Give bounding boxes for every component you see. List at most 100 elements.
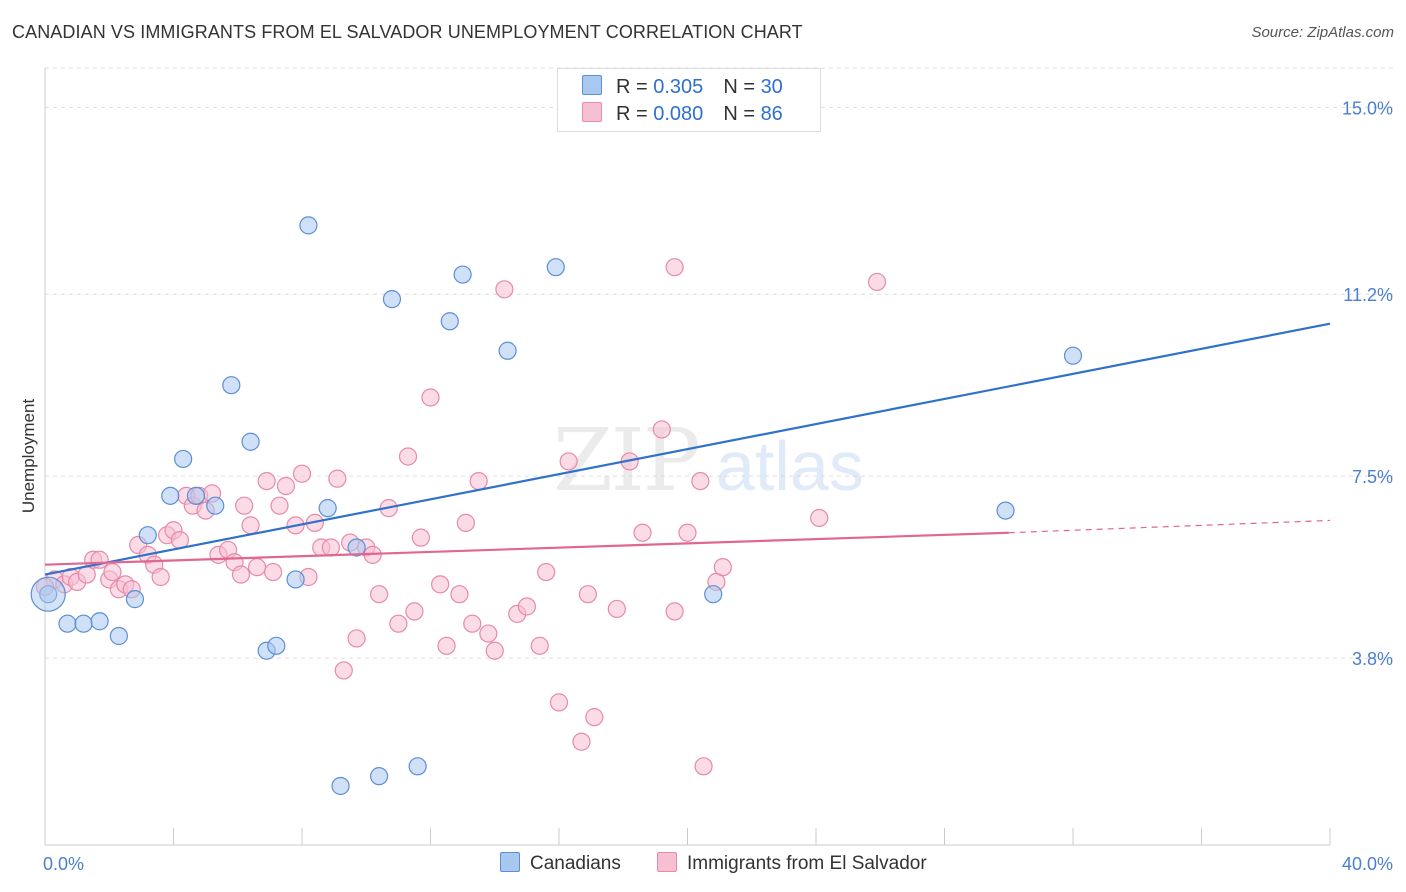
salvador-point (389, 614, 408, 633)
salvador-point (276, 476, 296, 496)
canadian-point (125, 590, 145, 609)
n-value-salvador: 86 (760, 103, 783, 125)
salvador-point (572, 732, 591, 751)
canadian-point (174, 449, 193, 469)
salvador-point (247, 558, 267, 577)
y-tick-label: 15.0% (1342, 98, 1393, 118)
y-axis-label: Unemployment (19, 399, 38, 514)
series-immigrants-el-salvador (35, 258, 887, 776)
salvador-point (241, 516, 260, 535)
canadian-point (138, 526, 157, 545)
salvador-point (691, 471, 710, 491)
salvador-point (231, 565, 251, 584)
canadian-point (347, 538, 366, 557)
x-tick-label-max: 40.0% (1342, 854, 1393, 874)
canadian-point (222, 376, 241, 395)
n-label: N = (723, 76, 761, 98)
canadian-point (498, 341, 517, 360)
salvador-point (292, 464, 312, 483)
salvador-point (235, 496, 254, 515)
canadian-point (453, 265, 472, 284)
zipatlas-watermark: ZIP atlas (553, 411, 864, 511)
svg-text:atlas: atlas (716, 427, 864, 505)
salvador-point (665, 602, 684, 621)
salvador-point (270, 496, 289, 515)
salvador-legend-label: Immigrants from El Salvador (687, 853, 927, 874)
salvador-point (398, 447, 418, 466)
canadian-point (318, 499, 337, 518)
canadian-point (161, 486, 180, 505)
salvador-point (347, 629, 366, 648)
salvador-point (431, 575, 450, 594)
salvador-point (421, 388, 440, 407)
bottom-legend-salvador[interactable]: Immigrants from El Salvador (657, 852, 927, 875)
series-canadians (30, 216, 1083, 796)
salvador-point (578, 585, 598, 604)
canadians-legend-swatch (500, 852, 520, 872)
r-value-canadians: 0.305 (653, 76, 704, 98)
canadian-point (286, 570, 305, 589)
salvador-point (450, 585, 469, 604)
x-tick-label-min: 0.0% (43, 854, 84, 874)
canadian-point (74, 614, 93, 633)
r-label: R = (616, 103, 654, 125)
canadian-point (546, 258, 565, 277)
canadians-trendline (44, 322, 1331, 576)
y-tick-label: 7.5% (1352, 467, 1393, 487)
salvador-point (463, 614, 482, 633)
salvador-point (678, 523, 697, 542)
salvador-point (263, 562, 283, 582)
y-tick-label: 11.2% (1343, 285, 1393, 305)
salvador-point (469, 471, 488, 491)
salvador-point (530, 636, 549, 655)
canadian-point (206, 496, 225, 515)
salvador-point (411, 528, 430, 547)
canadian-point (186, 486, 206, 505)
salvador-point (437, 636, 456, 655)
canadian-point (996, 501, 1015, 520)
salvador-point (456, 513, 475, 532)
salvador-point (328, 469, 347, 488)
canadian-point (109, 626, 128, 646)
canadian-point (1063, 346, 1083, 365)
canadian-point (267, 636, 286, 655)
canadian-point (440, 312, 459, 331)
salvador-point (517, 597, 536, 616)
legend-row-canadians: R = 0.305 N = 30 (582, 75, 783, 101)
salvador-point (479, 624, 498, 643)
salvador-point (713, 558, 732, 577)
canadian-point (370, 767, 389, 786)
salvador-point (321, 538, 341, 557)
salvador-point (549, 693, 569, 712)
legend-row-salvador: R = 0.080 N = 86 (582, 102, 783, 128)
salvador-swatch (582, 102, 602, 122)
stats-legend: R = 0.305 N = 30 R = 0.080 N = 86 (557, 68, 821, 132)
canadian-point-large (30, 576, 66, 612)
canadian-point (382, 290, 402, 309)
salvador-point (495, 280, 514, 299)
salvador-point (257, 471, 276, 491)
canadian-point (704, 585, 723, 604)
salvador-point (559, 452, 578, 471)
canadian-point (58, 614, 77, 633)
salvador-point (334, 661, 353, 680)
trendlines (44, 322, 1331, 576)
salvador-point (665, 258, 684, 277)
salvador-point (151, 567, 170, 587)
salvador-point (370, 585, 389, 604)
salvador-trendline (44, 531, 1009, 566)
salvador-point (405, 602, 424, 621)
x-axis-ticks (44, 828, 1331, 845)
canadians-swatch (582, 75, 602, 95)
salvador-point (585, 708, 604, 727)
salvador-legend-swatch (657, 852, 677, 872)
bottom-legend-canadians[interactable]: Canadians (500, 852, 621, 875)
canadian-point (408, 757, 427, 776)
canadian-point (299, 216, 318, 235)
salvador-point (103, 562, 122, 582)
canadian-point (241, 432, 260, 451)
canadians-legend-label: Canadians (530, 853, 621, 874)
salvador-point (652, 420, 671, 439)
salvador-point (694, 757, 713, 776)
